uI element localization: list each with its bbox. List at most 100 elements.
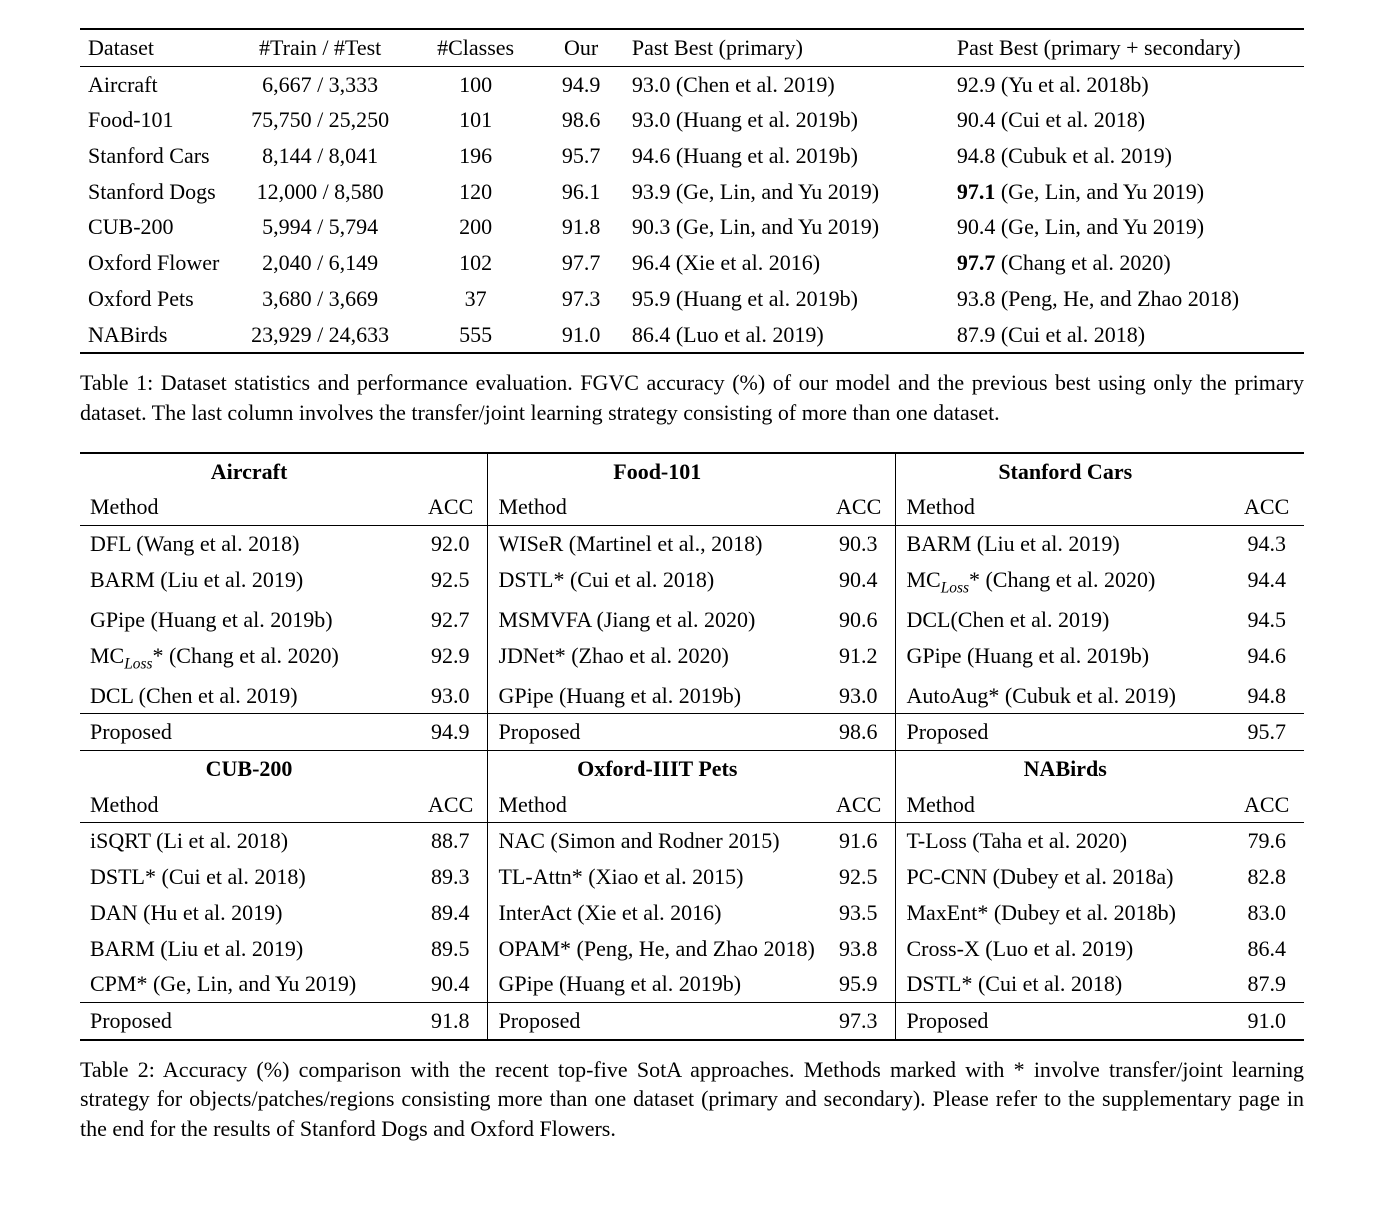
table-cell: 83.0 — [1234, 895, 1304, 931]
table-cell: Proposed — [80, 714, 418, 751]
table-cell: BARM (Liu et al. 2019) — [80, 931, 418, 967]
table-cell: CUB-200 — [80, 751, 418, 787]
table-cell: 90.4 (Cui et al. 2018) — [949, 102, 1304, 138]
table-row: Proposed94.9Proposed98.6Proposed95.7 — [80, 714, 1304, 751]
table-cell: 90.6 — [826, 602, 896, 638]
table-cell: 2,040 / 6,149 — [227, 245, 413, 281]
table-cell: 93.0 (Huang et al. 2019b) — [624, 102, 949, 138]
table-row: Proposed91.8Proposed97.3Proposed91.0 — [80, 1002, 1304, 1039]
table-cell: 91.0 — [1234, 1002, 1304, 1039]
table-row: Stanford Cars8,144 / 8,04119695.794.6 (H… — [80, 138, 1304, 174]
table-cell — [1234, 453, 1304, 490]
table-cell: BARM (Liu et al. 2019) — [896, 525, 1234, 561]
table-cell: 93.0 (Chen et al. 2019) — [624, 66, 949, 102]
table-cell: NAC (Simon and Rodner 2015) — [488, 823, 826, 859]
table-cell: 93.9 (Ge, Lin, and Yu 2019) — [624, 174, 949, 210]
table-cell: 102 — [413, 245, 538, 281]
table-cell: 101 — [413, 102, 538, 138]
table-row: Aircraft6,667 / 3,33310094.993.0 (Chen e… — [80, 66, 1304, 102]
table-cell — [826, 453, 896, 490]
table-cell: DCL (Chen et al. 2019) — [80, 678, 418, 714]
table-cell: 90.4 — [418, 966, 488, 1002]
table-row: Food-10175,750 / 25,25010198.693.0 (Huan… — [80, 102, 1304, 138]
table-cell: 90.4 — [826, 562, 896, 602]
table-cell: 94.8 (Cubuk et al. 2019) — [949, 138, 1304, 174]
table-cell: 91.8 — [418, 1002, 488, 1039]
table-cell: GPipe (Huang et al. 2019b) — [488, 678, 826, 714]
table-cell: Aircraft — [80, 66, 227, 102]
table-cell — [418, 751, 488, 787]
table-cell: iSQRT (Li et al. 2018) — [80, 823, 418, 859]
table-cell: ACC — [418, 489, 488, 525]
table-cell: 98.6 — [826, 714, 896, 751]
table-cell: 96.4 (Xie et al. 2016) — [624, 245, 949, 281]
table-cell: MSMVFA (Jiang et al. 2020) — [488, 602, 826, 638]
table-cell: OPAM* (Peng, He, and Zhao 2018) — [488, 931, 826, 967]
table-cell: 97.7 (Chang et al. 2020) — [949, 245, 1304, 281]
table-cell: GPipe (Huang et al. 2019b) — [896, 638, 1234, 678]
table-row: CUB-200Oxford-IIIT PetsNABirds — [80, 751, 1304, 787]
table-2-caption: Table 2: Accuracy (%) comparison with th… — [80, 1055, 1304, 1144]
table-row: CUB-2005,994 / 5,79420091.890.3 (Ge, Lin… — [80, 209, 1304, 245]
table-cell: 92.0 — [418, 525, 488, 561]
table-cell: 97.7 — [538, 245, 624, 281]
table-cell: 91.8 — [538, 209, 624, 245]
table-cell: 89.4 — [418, 895, 488, 931]
table-cell: 37 — [413, 281, 538, 317]
t1-h-past2: Past Best (primary + secondary) — [949, 29, 1304, 66]
table-cell: GPipe (Huang et al. 2019b) — [80, 602, 418, 638]
table-cell: Method — [488, 489, 826, 525]
table-cell: CUB-200 — [80, 209, 227, 245]
table-cell: MCLoss* (Chang et al. 2020) — [896, 562, 1234, 602]
table-cell: 196 — [413, 138, 538, 174]
table-cell: 94.9 — [418, 714, 488, 751]
t1-h-dataset: Dataset — [80, 29, 227, 66]
table-row: DSTL* (Cui et al. 2018)89.3TL-Attn* (Xia… — [80, 859, 1304, 895]
table-cell: Stanford Cars — [896, 453, 1234, 490]
table-cell: 93.0 — [826, 678, 896, 714]
table-cell: 94.4 — [1234, 562, 1304, 602]
table-cell: ACC — [826, 489, 896, 525]
table-cell: NABirds — [80, 317, 227, 354]
table-cell: Method — [896, 787, 1234, 823]
table-row: CPM* (Ge, Lin, and Yu 2019)90.4GPipe (Hu… — [80, 966, 1304, 1002]
table-cell: Proposed — [488, 1002, 826, 1039]
table-cell: 94.9 — [538, 66, 624, 102]
table-cell: 88.7 — [418, 823, 488, 859]
table-cell: DSTL* (Cui et al. 2018) — [488, 562, 826, 602]
table-cell: Oxford Pets — [80, 281, 227, 317]
table-cell: BARM (Liu et al. 2019) — [80, 562, 418, 602]
table-cell: 75,750 / 25,250 — [227, 102, 413, 138]
table-cell: MCLoss* (Chang et al. 2020) — [80, 638, 418, 678]
table-cell: 91.6 — [826, 823, 896, 859]
table-cell: 86.4 — [1234, 931, 1304, 967]
table-cell: 91.2 — [826, 638, 896, 678]
t1-h-classes: #Classes — [413, 29, 538, 66]
table-cell: Oxford Flower — [80, 245, 227, 281]
table-cell: 6,667 / 3,333 — [227, 66, 413, 102]
table-cell: 94.3 — [1234, 525, 1304, 561]
table-cell: Oxford-IIIT Pets — [488, 751, 826, 787]
table-cell: DSTL* (Cui et al. 2018) — [896, 966, 1234, 1002]
table-cell: 89.5 — [418, 931, 488, 967]
table-cell: JDNet* (Zhao et al. 2020) — [488, 638, 826, 678]
table-cell: 82.8 — [1234, 859, 1304, 895]
table-cell: MaxEnt* (Dubey et al. 2018b) — [896, 895, 1234, 931]
table-cell: ACC — [1234, 787, 1304, 823]
table-cell: DSTL* (Cui et al. 2018) — [80, 859, 418, 895]
table-cell — [418, 453, 488, 490]
table-row: DAN (Hu et al. 2019)89.4InterAct (Xie et… — [80, 895, 1304, 931]
table-cell: PC-CNN (Dubey et al. 2018a) — [896, 859, 1234, 895]
table-row: MethodACCMethodACCMethodACC — [80, 489, 1304, 525]
table-cell: 92.9 (Yu et al. 2018b) — [949, 66, 1304, 102]
table-cell: 100 — [413, 66, 538, 102]
table-cell: Food-101 — [488, 453, 826, 490]
table-1-caption: Table 1: Dataset statistics and performa… — [80, 368, 1304, 427]
table-cell: 94.6 — [1234, 638, 1304, 678]
t1-h-our: Our — [538, 29, 624, 66]
table-cell: 98.6 — [538, 102, 624, 138]
table-cell: CPM* (Ge, Lin, and Yu 2019) — [80, 966, 418, 1002]
table-cell: 94.5 — [1234, 602, 1304, 638]
table-cell: 92.5 — [826, 859, 896, 895]
table-cell: 95.9 (Huang et al. 2019b) — [624, 281, 949, 317]
